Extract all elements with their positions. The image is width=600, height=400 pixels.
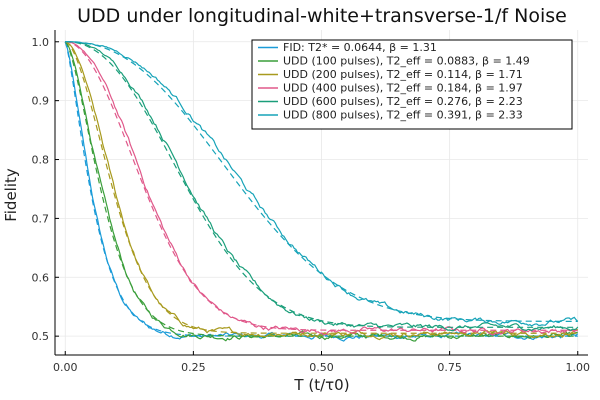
legend-box [251,39,573,130]
series-fit-line [65,41,578,331]
x-tick-label: 0.75 [437,361,462,374]
legend-entry: UDD (600 pulses), T2_eff = 0.276, β = 2.… [283,95,523,108]
series-line [65,41,578,341]
legend-entry: FID: T2* = 0.0644, β = 1.31 [283,41,437,54]
x-axis-label: T (t/τ0) [293,376,349,394]
tick-labels: 0.00 0.25 0.50 0.75 1.00 0.5 0.6 0.7 0.8 0.9 1.0 [32,36,591,374]
series-fit-line [64,41,578,337]
legend-entry: UDD (100 pulses), T2_eff = 0.0883, β = 1… [283,55,530,68]
y-tick-label: 0.6 [32,271,50,284]
y-tick-label: 0.5 [32,330,50,343]
y-tick-label: 1.0 [32,36,50,49]
x-tick-label: 0.50 [309,361,334,374]
y-tick-label: 0.8 [32,154,50,167]
x-tick-label: 0.25 [181,361,206,374]
y-axis-label: Fidelity [2,168,20,222]
series-group [64,41,579,342]
legend-entry: UDD (400 pulses), T2_eff = 0.184, β = 1.… [283,82,523,95]
x-tick-label: 1.00 [566,361,591,374]
y-tick-label: 0.7 [32,212,50,225]
chart-title: UDD under longitudinal-white+transverse-… [77,5,567,27]
series-fit-line [65,41,578,322]
series-line [65,41,579,327]
series-fit-line [64,41,578,337]
x-tick-label: 0.00 [53,361,78,374]
series-fit-line [65,41,578,328]
legend-entry: UDD (800 pulses), T2_eff = 0.391, β = 2.… [283,109,523,122]
y-tick-label: 0.9 [32,95,50,108]
axes [54,30,588,356]
series-line [65,41,579,336]
legend-entry: UDD (200 pulses), T2_eff = 0.114, β = 1.… [283,68,523,81]
